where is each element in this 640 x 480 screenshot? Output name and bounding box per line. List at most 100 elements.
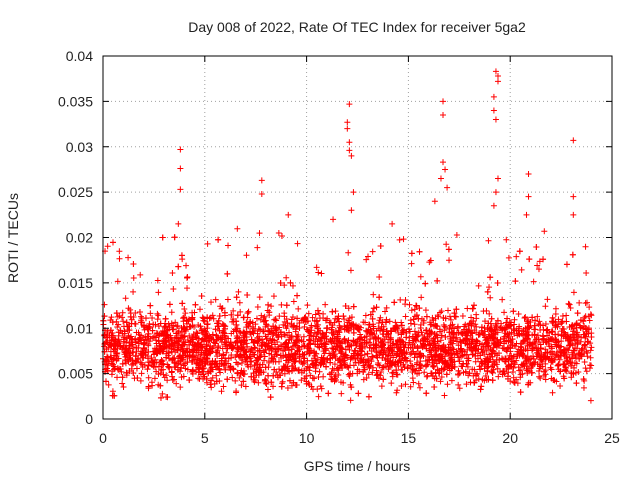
data-point [207,381,214,388]
data-point [468,314,475,321]
data-point [272,327,279,334]
data-point [421,369,428,376]
data-point [377,242,384,249]
data-point [294,315,301,322]
data-point [165,363,172,370]
data-point [137,337,144,344]
data-point [304,348,311,355]
data-point [230,366,237,373]
data-point [441,327,448,334]
data-point [298,377,305,384]
data-point [120,318,127,325]
data-point [255,326,262,333]
data-point [291,358,298,365]
data-point [128,333,135,340]
data-point [180,315,187,322]
data-point [588,344,595,351]
data-point [269,336,276,343]
data-point [248,336,255,343]
data-point [485,376,492,383]
data-point [177,186,184,193]
data-point [416,305,423,312]
data-point [155,312,162,319]
data-point [309,314,316,321]
data-point [433,351,440,358]
data-point [581,323,588,330]
data-point [437,328,444,335]
data-point [295,366,302,373]
data-point [183,262,190,269]
data-point [491,335,498,342]
data-point [414,345,421,352]
data-point [290,379,297,386]
data-point [570,328,577,335]
data-point [113,310,120,317]
data-point [548,336,555,343]
data-point [373,304,380,311]
data-point [314,330,321,337]
data-point [347,267,354,274]
data-point [237,308,244,315]
data-point [378,323,385,330]
data-point [109,319,116,326]
data-point [517,389,524,396]
data-point [445,363,452,370]
data-point [369,315,376,322]
data-point [422,358,429,365]
data-point [492,189,499,196]
data-point [130,349,137,356]
data-point [567,359,574,366]
data-point [448,329,455,336]
y-axis-label: ROTI / TECUs [5,193,21,283]
data-point [198,292,205,299]
data-point [448,377,455,384]
data-point [260,328,267,335]
data-point [388,380,395,387]
data-point [102,378,109,385]
data-point [582,300,589,307]
data-point [314,386,321,393]
data-point [357,331,364,338]
data-point [271,366,278,373]
data-point [379,319,386,326]
data-point [485,343,492,350]
y-tick-label: 0.02 [66,230,93,246]
data-point [166,301,173,308]
data-point [557,382,564,389]
data-point [525,170,532,177]
data-point [459,313,466,320]
data-point [507,337,514,344]
data-point [247,329,254,336]
data-point [568,362,575,369]
data-point [107,341,114,348]
data-point [183,317,190,324]
data-point [213,372,220,379]
data-point [218,388,225,395]
data-point [566,301,573,308]
data-point [283,302,290,309]
data-point [109,239,116,246]
data-point [233,388,240,395]
data-point [440,347,447,354]
x-tick-label: 10 [299,430,315,446]
data-point [510,353,517,360]
data-point [573,320,580,327]
data-point [204,355,211,362]
data-point [233,294,240,301]
data-point [317,327,324,334]
data-point [336,329,343,336]
data-point [247,363,254,370]
data-point [393,371,400,378]
data-point [408,250,415,257]
data-point [219,352,226,359]
data-point [115,336,122,343]
data-point [222,366,229,373]
data-point [557,343,564,350]
data-point [173,360,180,367]
data-point [281,313,288,320]
data-point [305,310,312,317]
data-point [478,383,485,390]
data-point [154,316,161,323]
data-point [106,341,113,348]
